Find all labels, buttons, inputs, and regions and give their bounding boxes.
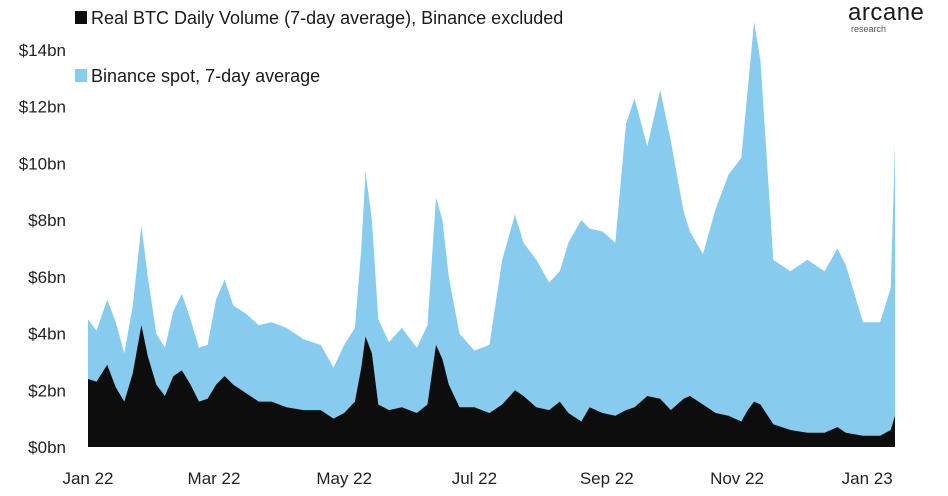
logo-subtext: research xyxy=(851,24,886,34)
logo-wordmark: arcane xyxy=(848,0,924,26)
series-area-real-volume xyxy=(88,325,895,447)
y-tick-label: $0bn xyxy=(28,438,66,457)
legend-swatch-binance-spot xyxy=(75,69,87,82)
legend-label-real-volume: Real BTC Daily Volume (7-day average), B… xyxy=(91,8,563,28)
legend-label-binance-spot: Binance spot, 7-day average xyxy=(91,66,320,86)
y-tick-label: $12bn xyxy=(19,98,66,117)
y-tick-label: $6bn xyxy=(28,268,66,287)
y-tick-label: $8bn xyxy=(28,211,66,230)
x-tick-label: Mar 22 xyxy=(188,469,241,488)
y-tick-label: $4bn xyxy=(28,325,66,344)
x-tick-label: May 22 xyxy=(316,469,372,488)
legend: Real BTC Daily Volume (7-day average), B… xyxy=(75,8,563,86)
legend-swatch-real-volume xyxy=(75,11,87,24)
x-tick-label: Nov 22 xyxy=(710,469,764,488)
x-tick-label: Jan 23 xyxy=(842,469,893,488)
x-tick-label: Jan 22 xyxy=(62,469,113,488)
x-tick-label: Sep 22 xyxy=(580,469,634,488)
area-layer xyxy=(88,21,895,447)
y-tick-label: $14bn xyxy=(19,41,66,60)
x-axis: Jan 22 Mar 22 May 22 Jul 22 Sep 22 Nov 22 Jan … xyxy=(62,469,892,488)
y-tick-label: $10bn xyxy=(19,154,66,173)
arcane-research-logo: arcane research xyxy=(848,0,924,34)
y-tick-label: $2bn xyxy=(28,381,66,400)
x-tick-label: Jul 22 xyxy=(452,469,497,488)
y-axis: $0bn $2bn $4bn $6bn $8bn $10bn $12bn $14bn xyxy=(19,41,66,457)
series-area-binance-spot xyxy=(88,21,895,447)
